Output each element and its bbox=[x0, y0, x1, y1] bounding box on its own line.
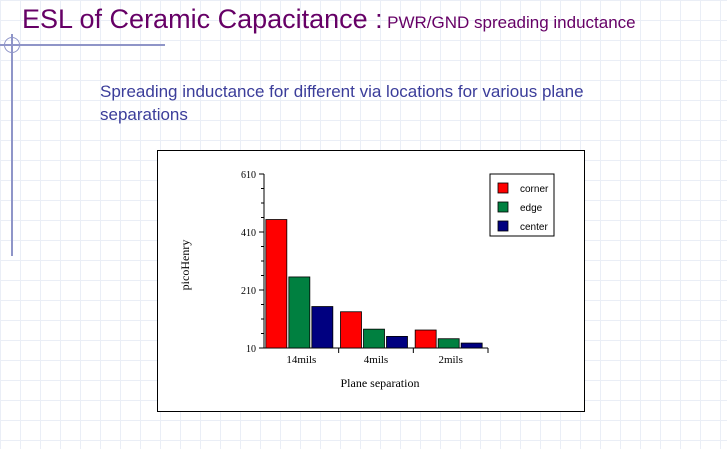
bar-chart: 10 210 410 610 14mils 4mils 2mils Plane separat… bbox=[178, 170, 555, 390]
x-tick-label: 2mils bbox=[438, 354, 462, 366]
x-tick-label: 4mils bbox=[364, 354, 388, 366]
x-axis-title: Plane separation bbox=[341, 376, 420, 390]
decorative-horizontal-line bbox=[0, 44, 165, 46]
bar-edge-4mils bbox=[363, 328, 385, 349]
bar-edge-2mils bbox=[437, 338, 460, 349]
decorative-vertical-line bbox=[11, 34, 13, 256]
bar-corner-14mils bbox=[265, 219, 288, 349]
crosshair-icon bbox=[4, 37, 20, 53]
y-axis-title: picoHenry bbox=[178, 240, 192, 291]
slide-title-main: ESL of Ceramic Capacitance : bbox=[22, 4, 383, 34]
bar-edge-14mils bbox=[288, 276, 311, 349]
legend-label-center: center bbox=[520, 222, 548, 233]
y-tick-label: 610 bbox=[241, 170, 256, 181]
legend-label-corner: corner bbox=[520, 184, 549, 195]
slide-subtitle: Spreading inductance for different via l… bbox=[100, 82, 584, 124]
bar-center-2mils bbox=[460, 342, 483, 349]
bar-corner-2mils bbox=[414, 329, 437, 349]
legend-label-edge: edge bbox=[520, 203, 543, 214]
y-tick-label: 10 bbox=[246, 344, 256, 355]
slide-title: ESL of Ceramic Capacitance : PWR/GND spr… bbox=[22, 4, 636, 35]
bar-center-4mils bbox=[386, 335, 408, 349]
bar-corner-4mils bbox=[340, 311, 362, 349]
x-tick-label: 14mils bbox=[286, 354, 316, 366]
legend-swatch-center bbox=[497, 220, 509, 232]
chart-frame: 10 210 410 610 14mils 4mils 2mils Plane separat… bbox=[157, 150, 585, 412]
slide-title-sub: PWR/GND spreading inductance bbox=[387, 13, 636, 32]
bar-center-14mils bbox=[311, 306, 334, 349]
legend-swatch-edge bbox=[497, 201, 509, 213]
y-tick-label: 210 bbox=[241, 286, 256, 297]
legend-swatch-corner bbox=[497, 182, 509, 194]
y-tick-label: 410 bbox=[241, 228, 256, 239]
